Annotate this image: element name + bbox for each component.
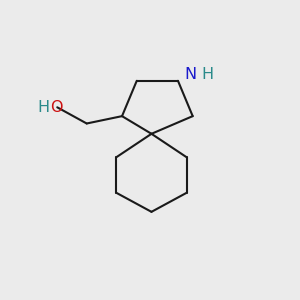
Text: O: O — [50, 100, 62, 115]
Text: H: H — [202, 68, 214, 82]
Text: H: H — [38, 100, 50, 115]
Text: N: N — [184, 68, 196, 82]
